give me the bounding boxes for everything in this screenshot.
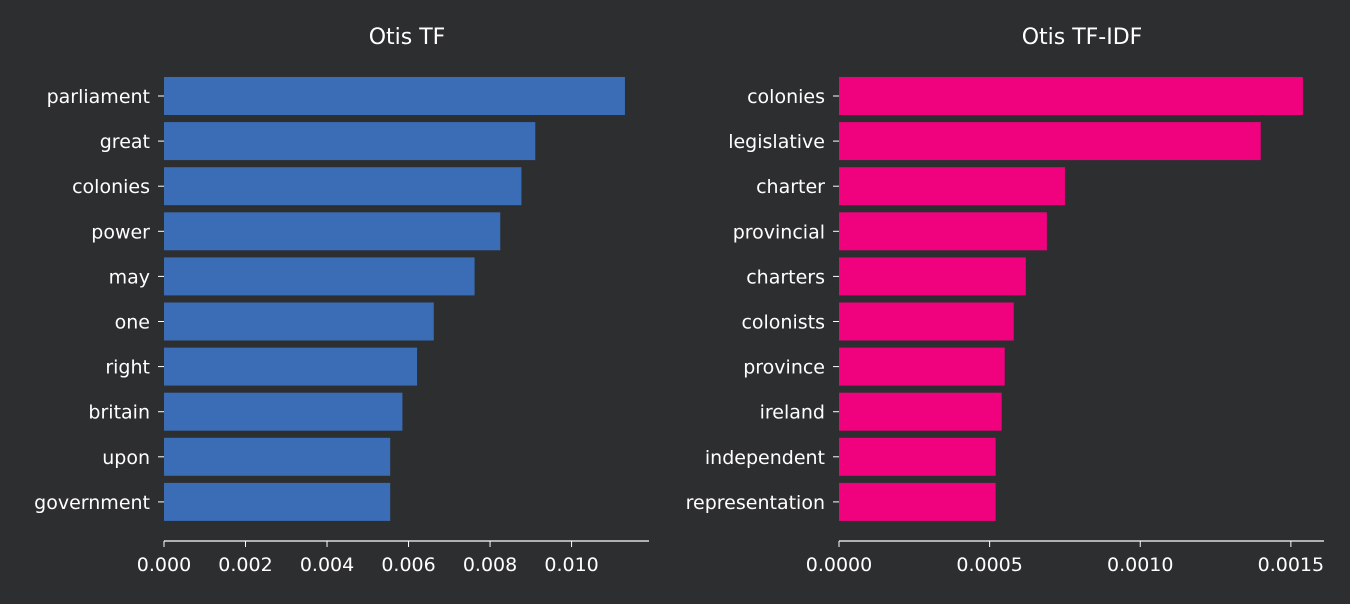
- y-tick-label: government: [34, 492, 150, 514]
- x-tick-label: 0.0000: [806, 554, 872, 576]
- y-tick-label: ireland: [760, 402, 825, 424]
- x-tick-label: 0.008: [463, 554, 517, 576]
- bar: [164, 392, 403, 431]
- bar: [839, 347, 1005, 386]
- x-tick-label: 0.004: [300, 554, 354, 576]
- y-tick-label: legislative: [728, 131, 825, 153]
- y-tick-label: great: [100, 131, 150, 153]
- x-tick-label: 0.010: [544, 554, 598, 576]
- bar: [164, 302, 434, 341]
- y-tick-label: province: [743, 357, 825, 379]
- bar: [164, 212, 501, 251]
- bar: [839, 392, 1002, 431]
- y-tick-label: colonists: [741, 312, 825, 334]
- x-tick-label: 0.002: [218, 554, 272, 576]
- bar: [164, 167, 522, 206]
- y-tick-label: colonies: [72, 176, 150, 198]
- y-tick-label: colonies: [747, 86, 825, 108]
- chart-title: Otis TF: [369, 25, 446, 50]
- y-tick-label: upon: [102, 447, 150, 469]
- bar: [839, 482, 996, 521]
- bar: [164, 437, 391, 476]
- y-tick-label: right: [105, 357, 150, 379]
- bar: [839, 167, 1065, 206]
- bar: [839, 257, 1026, 296]
- y-tick-label: representation: [686, 492, 825, 514]
- y-tick-label: independent: [705, 447, 825, 469]
- y-tick-label: provincial: [733, 221, 825, 243]
- bar: [164, 347, 418, 386]
- x-tick-label: 0.000: [137, 554, 191, 576]
- x-tick-label: 0.0015: [1258, 554, 1324, 576]
- bar: [164, 257, 475, 296]
- bar: [839, 437, 996, 476]
- bar: [164, 482, 391, 521]
- y-tick-label: charters: [746, 266, 825, 288]
- y-tick-label: one: [115, 312, 150, 334]
- y-tick-label: charter: [756, 176, 825, 198]
- y-tick-label: parliament: [47, 86, 150, 108]
- x-tick-label: 0.006: [381, 554, 435, 576]
- bar: [839, 212, 1047, 251]
- x-tick-label: 0.0010: [1107, 554, 1173, 576]
- bar: [839, 302, 1014, 341]
- bar: [839, 77, 1303, 115]
- chart-title: Otis TF-IDF: [1022, 25, 1143, 50]
- bar: [839, 122, 1261, 161]
- y-tick-label: may: [109, 266, 150, 288]
- y-tick-label: power: [91, 221, 150, 243]
- bar: [164, 77, 625, 115]
- bar: [164, 122, 536, 161]
- x-tick-label: 0.0005: [956, 554, 1022, 576]
- y-tick-label: britain: [88, 402, 150, 424]
